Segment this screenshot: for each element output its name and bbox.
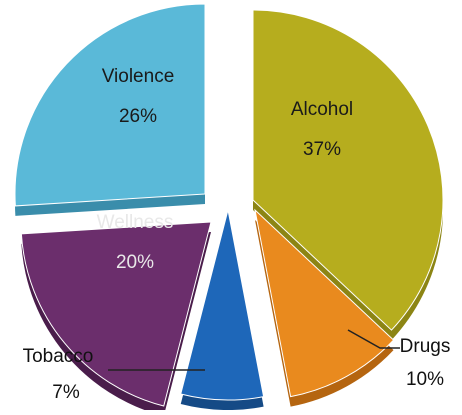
pie-slice-top-tobacco — [180, 209, 265, 401]
slice-label-drugs: Drugs 10% — [347, 329, 451, 390]
slice-name-label: Alcohol — [291, 99, 353, 120]
pie-slice-top-violence — [14, 3, 206, 207]
slice-name-label: Wellness — [97, 212, 174, 233]
slice-percent-label: 37% — [303, 139, 341, 160]
slice-label-alcohol: Alcohol 37% — [291, 99, 353, 160]
pie-slice-alcohol — [252, 9, 444, 341]
slice-name-label: Tobacco — [23, 346, 94, 367]
slice-label-tobacco: Tobacco 7% — [23, 346, 205, 403]
pie-slice-tobacco — [180, 209, 265, 410]
slice-percent-label: 10% — [406, 369, 444, 390]
slice-percent-label: 20% — [116, 252, 154, 273]
pie-slice-wellness — [20, 221, 212, 415]
slice-label-wellness: Wellness 20% — [97, 212, 174, 273]
pie-slice-drugs — [254, 208, 395, 407]
pie-slice-top-alcohol — [252, 9, 444, 331]
slice-percent-label: 26% — [119, 106, 157, 127]
slice-name-label: Violence — [102, 66, 175, 87]
slice-percent-label: 7% — [52, 382, 80, 403]
slice-name-label: Drugs — [400, 336, 451, 357]
slice-label-violence: Violence 26% — [102, 66, 175, 127]
pie-slice-violence — [14, 3, 206, 216]
pie-slice-top-drugs — [254, 208, 395, 398]
pie-slice-top-wellness — [20, 221, 212, 407]
leader-line — [347, 329, 400, 349]
